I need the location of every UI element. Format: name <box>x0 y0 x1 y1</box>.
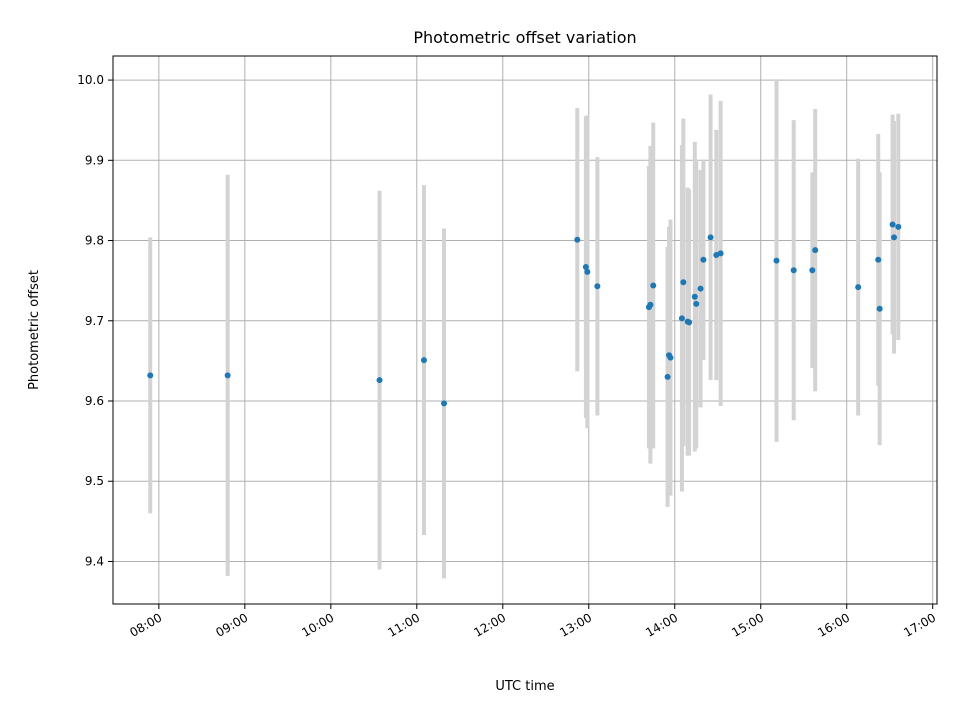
data-point <box>700 256 707 263</box>
data-point <box>594 283 601 290</box>
y-tick-label: 9.5 <box>85 474 104 488</box>
data-point <box>441 400 448 407</box>
data-point <box>650 282 657 289</box>
data-point <box>889 221 896 228</box>
y-tick-label: 10.0 <box>77 73 104 87</box>
data-point <box>891 234 898 241</box>
x-axis-label: UTC time <box>495 679 554 694</box>
data-point <box>812 247 819 254</box>
data-point <box>693 300 700 307</box>
data-point <box>582 264 589 271</box>
data-point <box>790 267 797 274</box>
data-point <box>895 223 902 230</box>
data-point <box>584 268 591 275</box>
data-point <box>376 377 383 384</box>
y-tick-label: 9.4 <box>85 554 104 568</box>
data-point <box>224 372 231 379</box>
data-point <box>667 354 674 361</box>
data-point <box>686 319 693 326</box>
data-point <box>717 250 724 257</box>
data-points <box>147 221 902 407</box>
data-point <box>876 305 883 312</box>
data-point <box>809 267 816 274</box>
data-point <box>664 373 671 380</box>
data-point <box>707 234 714 241</box>
data-point <box>875 256 882 263</box>
chart-title: Photometric offset variation <box>413 28 636 47</box>
y-tick-label: 9.9 <box>85 153 104 167</box>
data-point <box>855 284 862 291</box>
data-point <box>773 257 780 264</box>
data-point <box>691 293 698 300</box>
y-tick-label: 9.6 <box>85 394 104 408</box>
data-point <box>574 236 581 243</box>
data-point <box>147 372 154 379</box>
data-point <box>678 315 685 322</box>
y-axis-label: Photometric offset <box>27 270 42 390</box>
grid-lines <box>113 56 937 604</box>
y-axis-ticks: 9.4 9.5 9.6 9.7 9.8 9.9 10.0 <box>77 73 113 568</box>
data-point <box>647 301 654 308</box>
y-tick-label: 9.7 <box>85 314 104 328</box>
plot-frame <box>112 55 938 605</box>
data-point <box>420 357 427 364</box>
data-point <box>680 279 687 286</box>
y-tick-label: 9.8 <box>85 234 104 248</box>
data-point <box>697 285 704 292</box>
